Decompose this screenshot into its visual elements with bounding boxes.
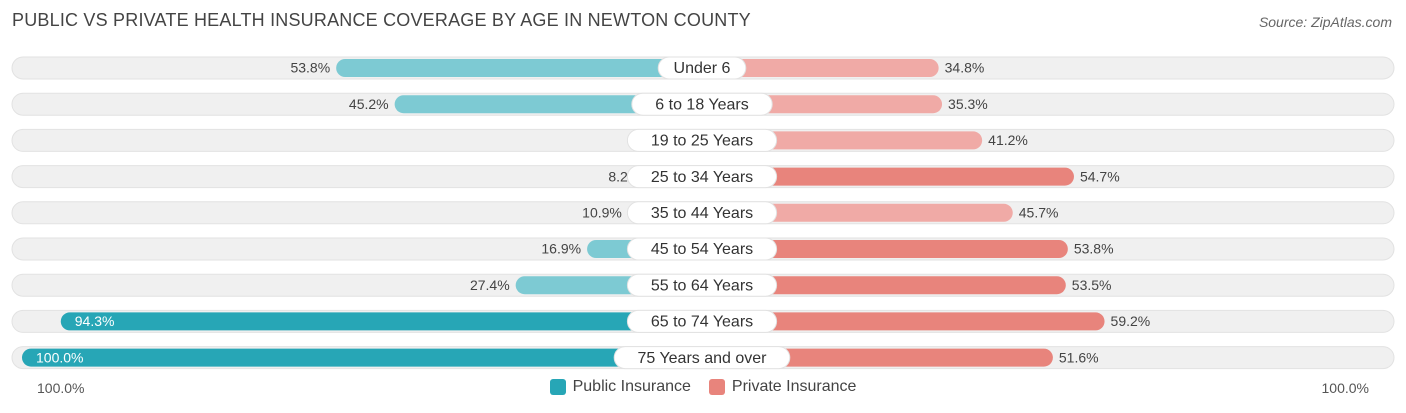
category-label: 45 to 54 Years — [651, 241, 753, 258]
category-label: Under 6 — [674, 60, 731, 77]
bar-private — [702, 348, 1053, 367]
bar-public — [60, 312, 702, 331]
legend-label-private: Private Insurance — [731, 378, 857, 395]
category-label: 55 to 64 Years — [651, 277, 753, 294]
category-pill — [626, 165, 778, 189]
legend-swatch-public — [549, 379, 566, 395]
bar-private — [702, 276, 1066, 295]
legend-swatch-private — [708, 379, 725, 395]
bar-public — [22, 348, 702, 367]
legend-item-private[interactable]: Private Insurance — [708, 378, 857, 396]
value-label-public: 27.4% — [470, 277, 510, 293]
legend-label-public: Public Insurance — [572, 378, 691, 395]
bar-private — [702, 167, 1074, 186]
legend: Public Insurance Private Insurance — [0, 378, 1406, 396]
category-label: 75 Years and over — [638, 350, 768, 367]
axis-left-label: 100.0% — [37, 380, 85, 396]
category-label: 25 to 34 Years — [651, 169, 753, 186]
value-label-private: 54.7% — [1080, 168, 1120, 184]
bar-public — [336, 59, 702, 77]
category-pill — [631, 92, 773, 116]
legend-item-public[interactable]: Public Insurance — [549, 378, 691, 396]
axis-right-label: 100.0% — [1321, 380, 1369, 396]
bar-private — [702, 240, 1068, 258]
category-pill — [626, 237, 778, 261]
category-label: 19 to 25 Years — [651, 133, 753, 150]
value-label-public: 53.8% — [290, 60, 330, 76]
value-label-public: 94.3% — [75, 313, 115, 329]
category-pill — [657, 56, 747, 80]
value-label-private: 59.2% — [1111, 313, 1151, 329]
category-label: 65 to 74 Years — [651, 314, 753, 331]
value-label-private: 53.8% — [1074, 241, 1114, 257]
bar-private — [702, 203, 1013, 222]
source-note: Source: ZipAtlas.com — [1258, 14, 1392, 30]
category-pill — [626, 201, 778, 225]
category-pill — [613, 346, 791, 370]
chart-title: PUBLIC VS PRIVATE HEALTH INSURANCE COVER… — [12, 10, 751, 30]
category-label: 35 to 44 Years — [651, 205, 753, 222]
value-label-public: 16.9% — [541, 241, 581, 257]
value-label-private: 45.7% — [1019, 205, 1059, 221]
bar-public — [394, 95, 702, 114]
value-label-public: 45.2% — [349, 96, 389, 112]
value-label-private: 53.5% — [1072, 277, 1112, 293]
value-label-public: 10.9% — [582, 205, 622, 221]
value-label-public: 100.0% — [36, 349, 83, 365]
value-label-private: 34.8% — [945, 60, 985, 76]
value-label-private: 35.3% — [948, 96, 988, 112]
category-pill — [626, 128, 778, 152]
category-pill — [626, 273, 778, 297]
category-label: 6 to 18 Years — [655, 96, 748, 113]
category-pill — [626, 309, 778, 333]
value-label-private: 51.6% — [1059, 349, 1099, 365]
bar-private — [702, 59, 939, 77]
bar-private — [702, 312, 1105, 331]
value-label-private: 41.2% — [988, 132, 1028, 148]
